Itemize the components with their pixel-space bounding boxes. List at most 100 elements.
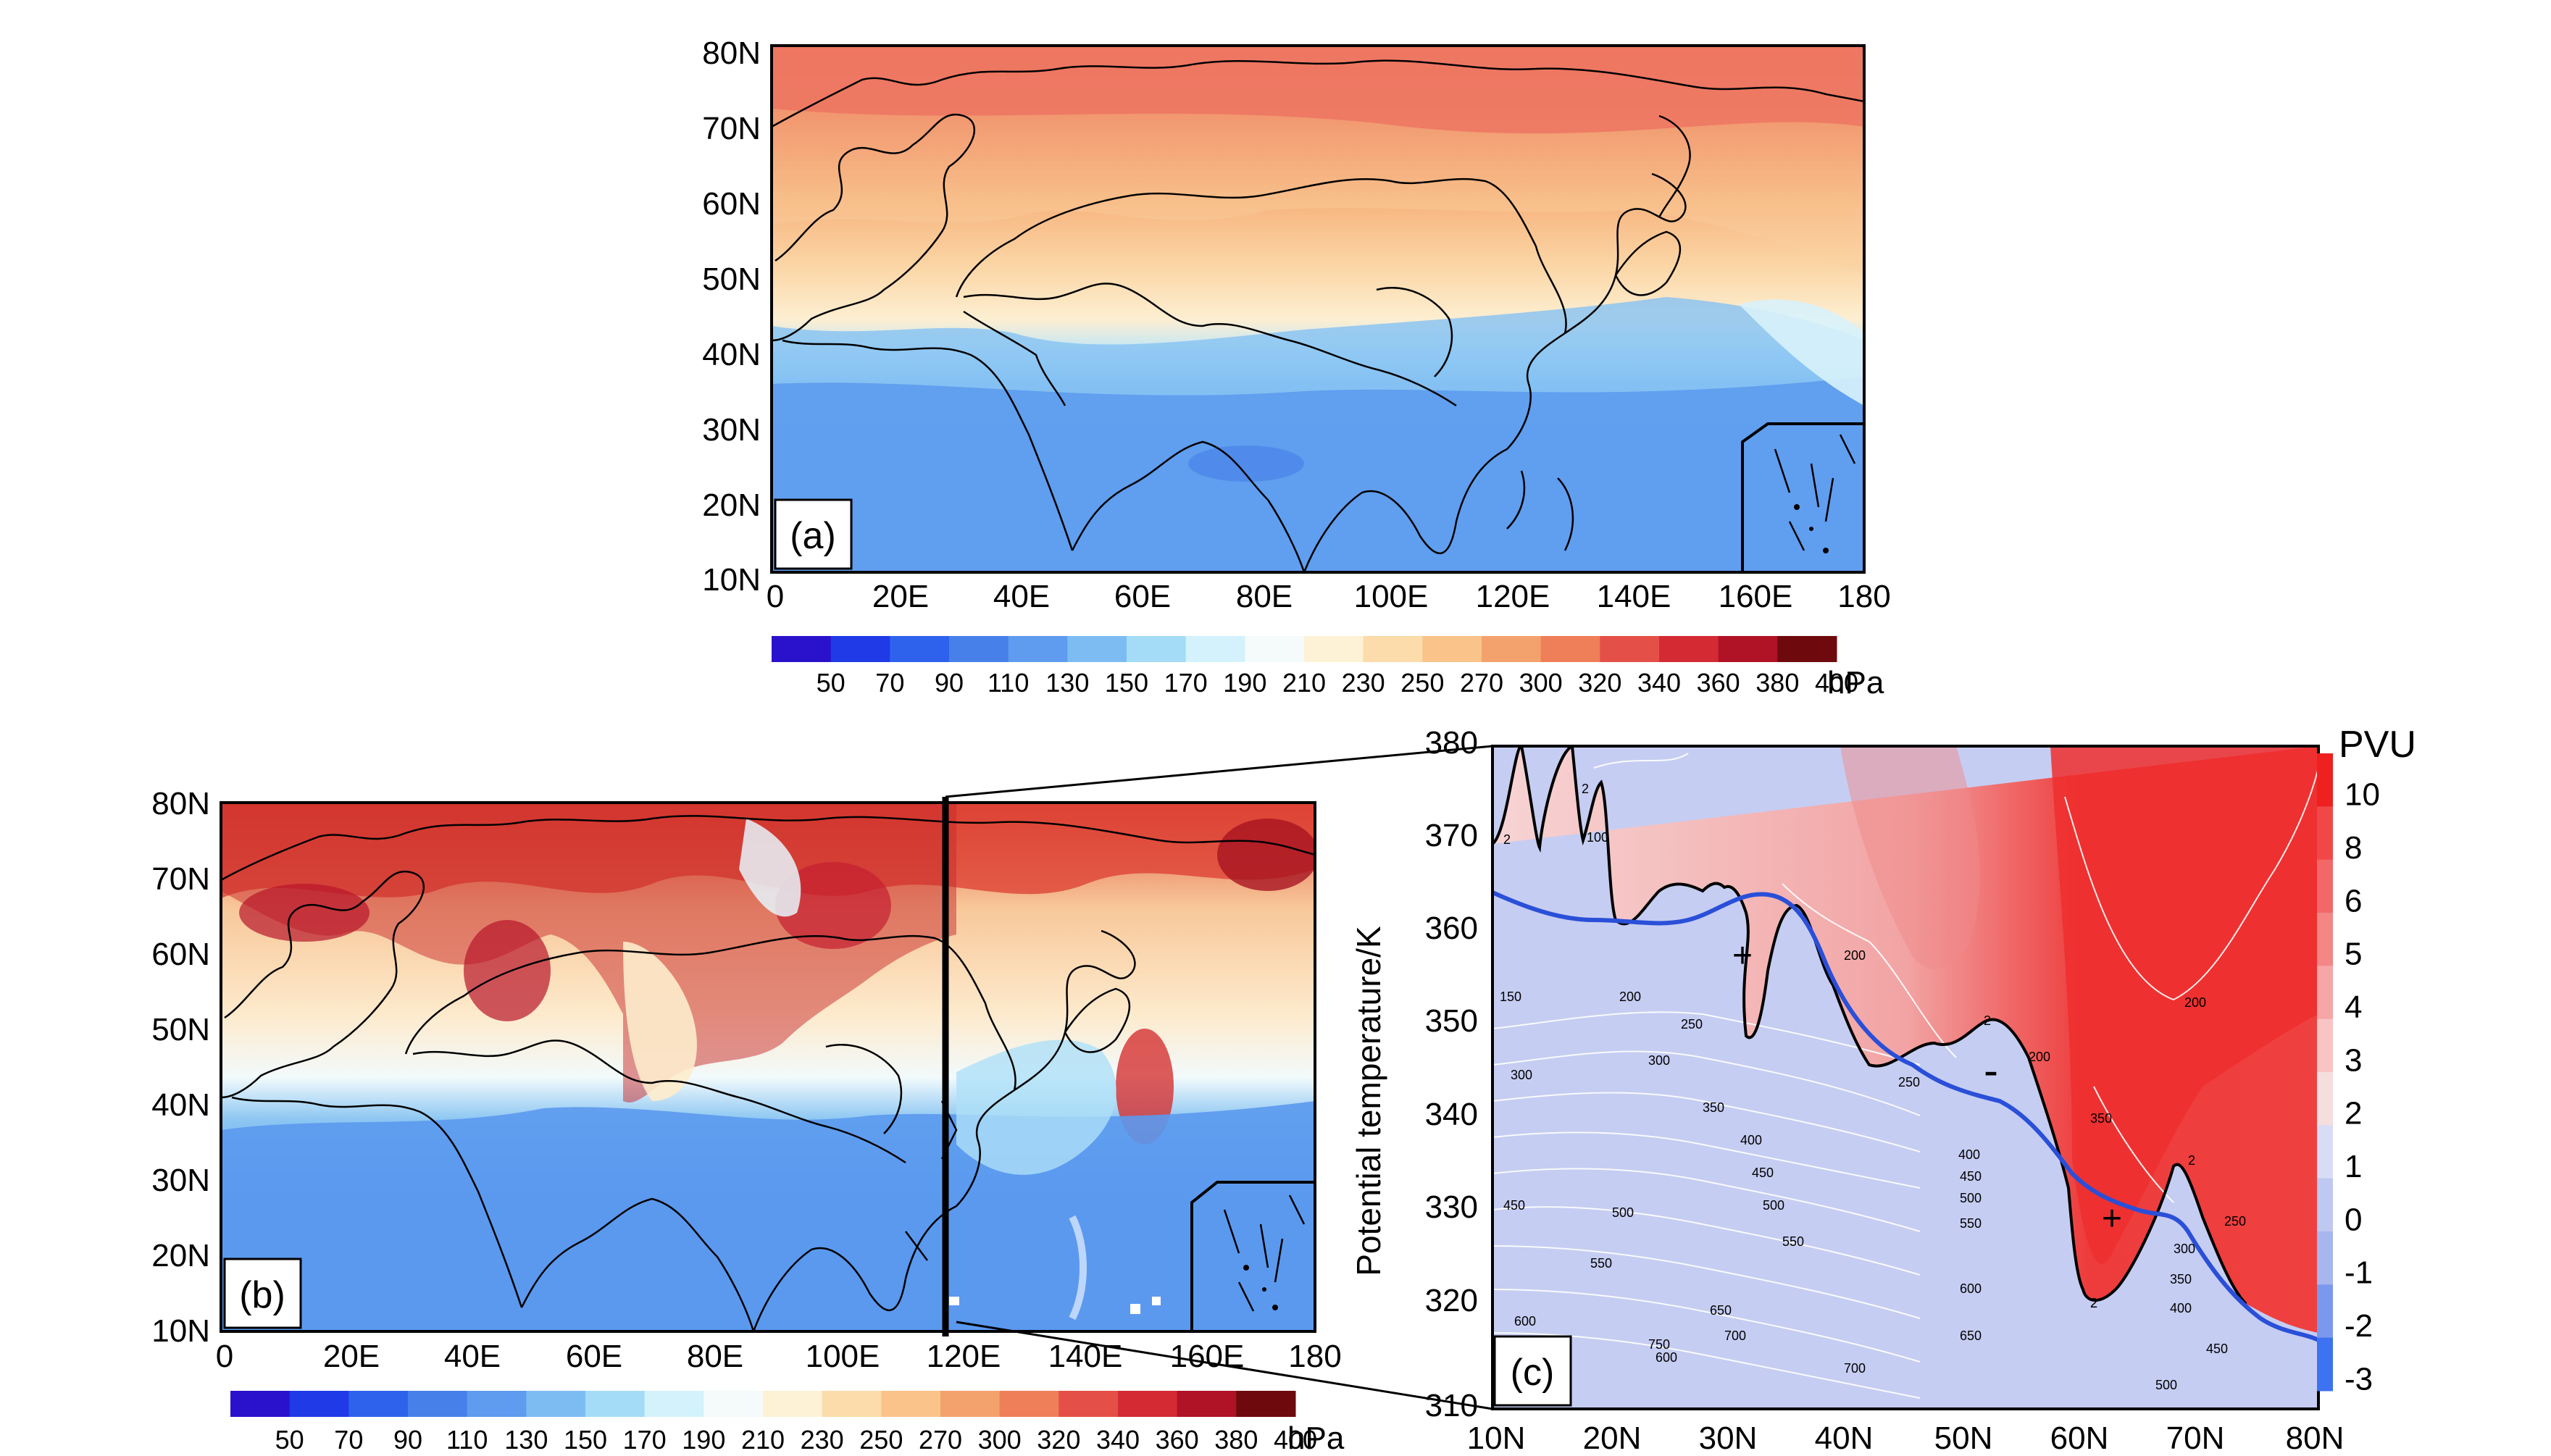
panel-a-colorbar-swatch [890,636,950,662]
panel-a-lat-tick: 40N [702,337,761,372]
panel-a-colorbar-swatch [1185,636,1245,662]
panel-c-contour-label: 2 [2090,1296,2097,1310]
panel-a-lon-ticks: 0 20E 40E 60E 80E 100E 120E 140E 160E 18… [767,579,1891,614]
panel-b-lat-tick: 50N [151,1012,210,1047]
panel-a-lat-tick: 70N [702,111,761,146]
panel-a-colorbar-tick: 170 [1164,668,1208,698]
panel-b-lon-tick: 100E [806,1339,880,1374]
panel-a-colorbar-swatch [1482,636,1542,662]
pvu-colorbar-swatch [2317,1231,2333,1285]
panel-a-colorbar-tick: 300 [1519,668,1563,698]
panel-b-lon-tick: 140E [1048,1339,1123,1374]
panel-c-contour-label: 400 [1740,1133,1762,1147]
panel-b-lon-tick: 0 [216,1339,233,1374]
panel-c-contour-label: 350 [2090,1111,2112,1126]
panel-b-colorbar-tick: 340 [1096,1425,1140,1455]
panel-c-contour-label: 450 [1503,1198,1525,1213]
panel-b-colorbar-swatch [999,1391,1059,1417]
panel-b-colorbar-swatch [1177,1391,1237,1417]
panel-b-colorbar-swatch [467,1391,527,1417]
panel-c-y-tick: 340 [1425,1097,1478,1132]
panel-a-colorbar-swatch [772,636,832,662]
panel-b-colorbar-swatch [348,1391,409,1417]
panel-b-lat-tick: 40N [151,1087,210,1123]
pvu-colorbar-swatch [2317,1337,2333,1392]
panel-b-colorbar-tick: 210 [741,1425,785,1455]
panel-c-contour-label: 100 [1587,830,1608,845]
panel-a-label-text: (a) [790,515,836,557]
panel-a-lat-tick: 50N [702,262,761,297]
panel-a-colorbar-tick: 110 [988,668,1029,698]
panel-a-colorbar-swatch [1659,636,1719,662]
panel-a-colorbar-tick: 250 [1400,668,1444,698]
panel-c-contour-label: 550 [1782,1234,1804,1249]
panel-c-contour-label: 200 [2029,1050,2050,1064]
panel-c-contour-label: 350 [1703,1100,1724,1115]
panel-b-colorbar-tick: 230 [801,1425,844,1455]
panel-a-colorbar-tick: 70 [875,668,904,698]
panel-c-y-tick: 370 [1425,818,1478,853]
panel-c-y-tick: 330 [1425,1189,1478,1225]
panel-c-ylabel: Potential temperature/K [1350,926,1387,1276]
panel-a-colorbar-swatch [1363,636,1423,662]
panel-c-contour-label: 300 [2174,1242,2195,1256]
panel-b-lat-tick: 20N [151,1238,210,1273]
panel-a-unit: hPa [1827,665,1884,700]
panel-b-lat-tick: 10N [151,1313,210,1349]
panel-b-colorbar-tick: 320 [1037,1425,1080,1455]
panel-b-lon-tick: 20E [323,1339,380,1374]
pvu-colorbar [2317,753,2333,1392]
panel-a-lon-tick: 120E [1476,579,1550,614]
panel-b-lat-tick: 60N [151,937,210,972]
connector-line-bottom [956,1321,1493,1410]
pvu-colorbar-tick: -3 [2345,1361,2373,1397]
panel-a-lat-tick: 10N [702,562,761,598]
panel-c-contour-label: 750 [1648,1337,1670,1352]
panel-a-lon-tick: 20E [872,579,929,614]
panel-b-colorbar-tick: 300 [978,1425,1022,1455]
panel-c-y-ticks: 380 370 360 350 340 330 320 310 [1425,725,1478,1423]
pvu-colorbar-title: PVU [2339,724,2416,766]
panel-b-unit: hPa [1287,1421,1345,1456]
panel-a-lon-tick: 40E [993,579,1050,614]
panel-a-colorbar-tick: 150 [1105,668,1148,698]
panel-a-colorbar-tick: 90 [935,668,964,698]
panel-c-x-tick: 20N [1583,1421,1642,1456]
panel-b-colorbar-tick: 380 [1214,1425,1258,1455]
panel-a-map: (a) 80N 70N 60N 50N 40N 30N 20N 10N 0 20… [702,35,1890,614]
panel-b-colorbar-swatch [703,1391,764,1417]
panel-c-y-tick: 350 [1425,1003,1478,1039]
panel-b-colorbar-swatch [644,1391,704,1417]
panel-b-inset [1190,1181,1315,1331]
panel-b-colorbar [230,1391,1296,1417]
panel-a-colorbar-tick: 270 [1460,668,1503,698]
panel-c-contour-label: 400 [2170,1301,2192,1315]
panel-c-x-tick: 30N [1699,1421,1758,1456]
panel-a-colorbar-ticks: 50 70 90 110 130 150 170 190 210 230 250 270 300 320 3… [817,668,1858,698]
panel-c-contour-label: 450 [1960,1169,1982,1184]
panel-b-colorbar-tick: 50 [275,1425,304,1455]
panel-a-coastlines [772,59,1864,572]
panel-b-lon-tick: 80E [687,1339,743,1374]
panel-c-contour-label: 550 [1590,1256,1612,1271]
panel-b-colorbar-swatch [1236,1391,1296,1417]
panel-b-lon-tick: 180 [1288,1339,1341,1374]
panel-a-colorbar-tick: 360 [1697,668,1740,698]
panel-c-label: (c) [1493,1335,1572,1407]
panel-c-x-tick: 60N [2050,1421,2109,1456]
panel-a-label: (a) [774,498,853,570]
panel-b-lat-ticks: 80N 70N 60N 50N 40N 30N 20N 10N [151,786,210,1349]
panel-a-lon-tick: 0 [767,579,784,614]
panel-c-sign-plus: + [2102,1200,2122,1238]
panel-a-lon-tick: 160E [1719,579,1793,614]
panel-c-x-ticks: 10N 20N 30N 40N 50N 60N 70N 80N [1467,1421,2345,1456]
pvu-colorbar-tick: 6 [2345,883,2362,919]
panel-c-contours [1492,753,2318,1399]
panel-b-coastlines [221,815,1315,1331]
panel-c-contour-label: 2 [1984,1013,1991,1028]
panel-b-colorbar-tick: 400 [1274,1425,1317,1455]
panel-c-pv2-contour [1492,746,2247,1305]
panel-b-colorbar-swatch [1059,1391,1119,1417]
